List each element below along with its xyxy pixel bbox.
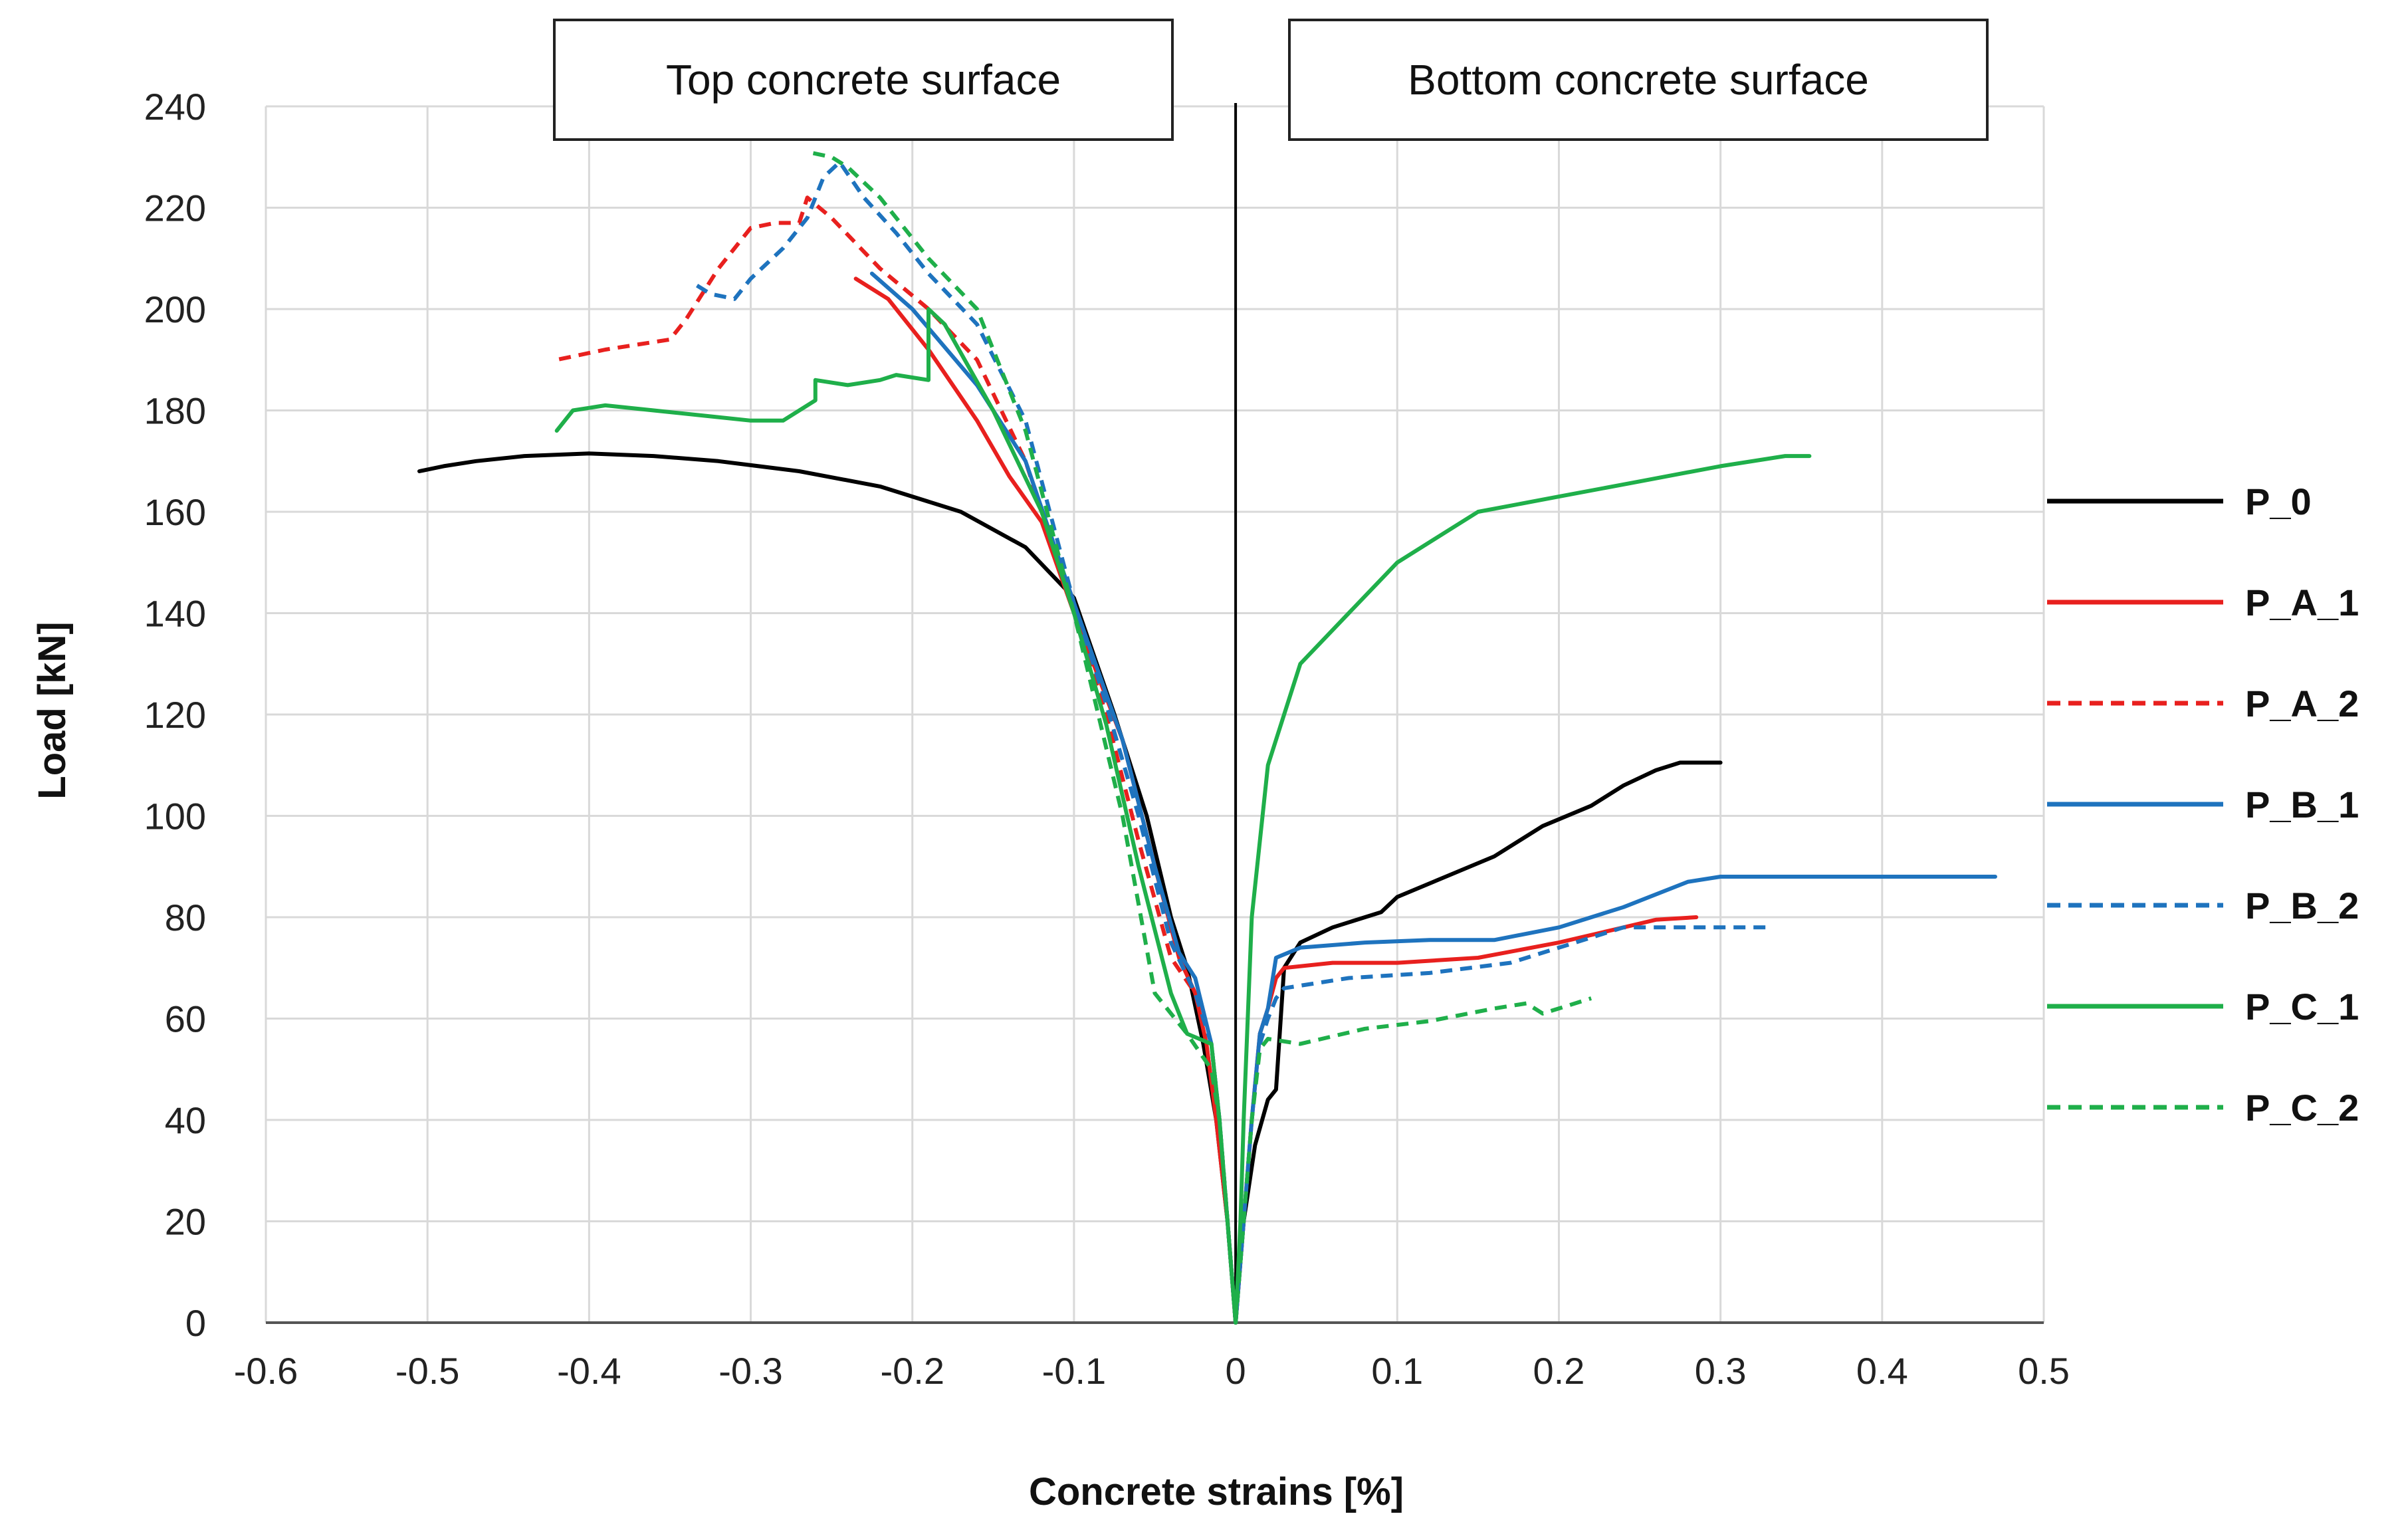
series-P_B_1 <box>869 271 1997 1325</box>
y-tick-labels: 0 20 40 60 80 100 120 140 160 180 200 220 240 <box>144 86 206 1344</box>
y-tick-label: 0 <box>185 1302 206 1344</box>
legend-label-P_0: P_0 <box>2245 481 2312 522</box>
legend-label-P_C_2: P_C_2 <box>2245 1087 2359 1129</box>
x-tick-label: 0.2 <box>1533 1350 1585 1392</box>
series-P_A_2 <box>556 195 1238 1323</box>
chart-grid <box>265 105 2045 1324</box>
annotation-bottom-label: Bottom concrete surface <box>1408 56 1869 104</box>
x-tick-label: -0.6 <box>234 1350 298 1392</box>
y-tick-label: 20 <box>165 1201 206 1243</box>
x-tick-label: -0.5 <box>395 1350 460 1392</box>
y-tick-label: 40 <box>165 1099 206 1141</box>
y-tick-label: 220 <box>144 187 206 229</box>
y-tick-label: 140 <box>144 593 206 635</box>
series-line-P_C_2 <box>807 150 1238 1323</box>
series-line-P_C_1 <box>554 307 1238 1325</box>
annotation-top-box: Top concrete surface <box>553 19 1174 141</box>
chart-axes <box>266 103 2044 1324</box>
legend-label-P_B_2: P_B_2 <box>2245 885 2359 927</box>
y-tick-label: 160 <box>144 491 206 533</box>
annotation-top-label: Top concrete surface <box>666 56 1061 104</box>
y-tick-label: 60 <box>165 998 206 1040</box>
legend: P_0 P_A_1 P_A_2 P_B_1 P_B_2 P_C_1 P_C_2 <box>2047 481 2359 1129</box>
legend-label-P_C_1: P_C_1 <box>2245 986 2359 1028</box>
legend-label-P_A_1: P_A_1 <box>2245 582 2359 623</box>
y-tick-label: 240 <box>144 86 206 128</box>
series-P_B_2 <box>693 160 1769 1323</box>
y-tick-label: 100 <box>144 796 206 837</box>
series-line-P_A_2 <box>556 195 1238 1323</box>
x-axis-title: Concrete strains [%] <box>1029 1470 1404 1513</box>
x-tick-label: 0 <box>1226 1350 1246 1392</box>
y-tick-label: 200 <box>144 288 206 330</box>
series-P_C_2 <box>807 150 1592 1323</box>
series-P_0 <box>417 451 1723 1325</box>
y-axis-title: Load [kN] <box>31 621 74 799</box>
x-tick-label: -0.2 <box>880 1350 944 1392</box>
series-line-P_B_2 <box>1234 925 1769 1323</box>
y-tick-label: 180 <box>144 390 206 432</box>
x-tick-label: 0.3 <box>1695 1350 1747 1392</box>
series-layer <box>417 150 1997 1325</box>
x-tick-label: -0.3 <box>718 1350 783 1392</box>
x-tick-label: 0.5 <box>2018 1350 2070 1392</box>
x-tick-label: 0.4 <box>1856 1350 1908 1392</box>
y-tick-label: 80 <box>165 897 206 938</box>
annotation-bottom-box: Bottom concrete surface <box>1288 19 1989 141</box>
y-tick-label: 120 <box>144 694 206 736</box>
series-line-P_B_1 <box>869 271 1238 1325</box>
x-tick-label: -0.4 <box>557 1350 621 1392</box>
legend-label-P_B_1: P_B_1 <box>2245 784 2359 825</box>
series-line-P_0 <box>1234 760 1723 1325</box>
legend-label-P_A_2: P_A_2 <box>2245 683 2359 724</box>
series-line-P_C_2 <box>1234 996 1592 1323</box>
x-tick-label: 0.1 <box>1371 1350 1423 1392</box>
series-P_A_1 <box>853 276 1699 1325</box>
series-line-P_B_2 <box>693 160 1238 1323</box>
series-line-P_C_1 <box>1234 454 1812 1325</box>
series-line-P_0 <box>417 451 1238 1325</box>
x-tick-label: -0.1 <box>1042 1350 1107 1392</box>
x-tick-labels: -0.6 -0.5 -0.4 -0.3 -0.2 -0.1 0 0.1 0.2 0.3 0.4 0.5 <box>234 1350 2070 1392</box>
series-P_C_1 <box>554 307 1812 1325</box>
